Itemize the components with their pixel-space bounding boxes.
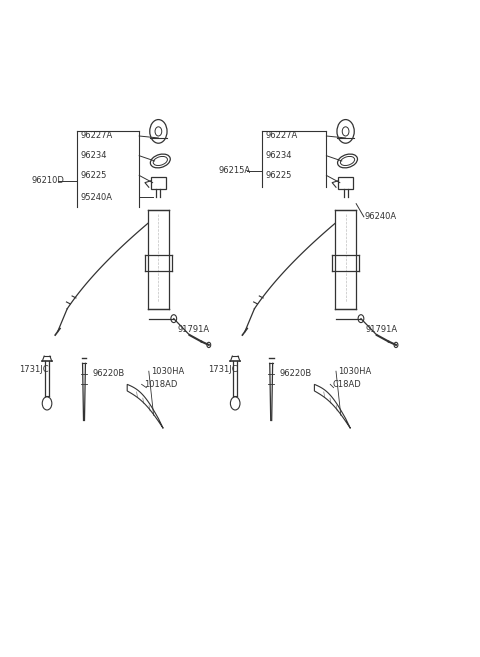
Text: 96225: 96225 <box>265 171 292 180</box>
Text: 96225: 96225 <box>81 171 107 180</box>
Text: 96220B: 96220B <box>92 369 124 378</box>
FancyBboxPatch shape <box>151 177 166 189</box>
Circle shape <box>394 342 398 348</box>
Ellipse shape <box>150 154 170 168</box>
Text: 96227A: 96227A <box>265 131 298 141</box>
Text: 1030HA: 1030HA <box>151 367 184 376</box>
Text: 96234: 96234 <box>81 151 107 160</box>
Ellipse shape <box>340 156 355 166</box>
Text: 95240A: 95240A <box>81 193 113 202</box>
Text: 96210D: 96210D <box>31 176 64 185</box>
Text: 96227A: 96227A <box>81 131 113 141</box>
Text: 96240A: 96240A <box>365 212 397 221</box>
Text: 91791A: 91791A <box>178 325 210 334</box>
Text: 96215A: 96215A <box>218 166 251 175</box>
Text: 1030HA: 1030HA <box>338 367 372 376</box>
Circle shape <box>207 342 211 348</box>
Polygon shape <box>127 384 163 428</box>
Circle shape <box>230 397 240 410</box>
Text: C18AD: C18AD <box>333 380 361 389</box>
Circle shape <box>42 397 52 410</box>
Polygon shape <box>314 384 350 428</box>
Ellipse shape <box>153 156 168 166</box>
Text: 1731JC: 1731JC <box>19 365 49 374</box>
Circle shape <box>342 127 349 136</box>
FancyBboxPatch shape <box>338 177 353 189</box>
Text: 96234: 96234 <box>265 151 292 160</box>
Ellipse shape <box>337 154 358 168</box>
Circle shape <box>155 127 162 136</box>
Text: 96220B: 96220B <box>279 369 312 378</box>
Text: 1731JC: 1731JC <box>208 365 238 374</box>
Text: 1018AD: 1018AD <box>144 380 178 389</box>
Text: 91791A: 91791A <box>366 325 398 334</box>
